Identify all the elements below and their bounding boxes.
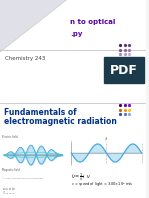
Text: $\tilde{\nu}=\frac{1}{\lambda};\;\nu$: $\tilde{\nu}=\frac{1}{\lambda};\;\nu$ [71,171,91,183]
Bar [104,57,143,83]
Text: PDF: PDF [110,64,138,76]
Text: $\Xi$ $\bullet\bullet\bullet$: $\Xi$ $\bullet\bullet\bullet$ [2,189,15,196]
Text: © 2006 Thomson Brooks-Shoemaker: © 2006 Thomson Brooks-Shoemaker [2,177,43,179]
Text: $c$ = speed of light = 3.00$\times$10$^{8}$ m/s: $c$ = speed of light = 3.00$\times$10$^{… [71,181,134,189]
Text: Fundamentals of: Fundamentals of [4,108,77,116]
Text: Chemistry 243: Chemistry 243 [5,55,45,61]
Text: Magnetic field: Magnetic field [2,168,20,172]
Text: n to optical: n to optical [70,19,116,25]
Polygon shape [0,0,66,52]
Text: $\lambda$: $\lambda$ [104,134,108,142]
Text: .py: .py [70,31,83,37]
Text: $\tilde{\nu}=\nu/c$: $\tilde{\nu}=\nu/c$ [2,185,16,191]
Text: Electric field: Electric field [2,135,18,139]
Text: electromagnetic radiation: electromagnetic radiation [4,116,117,126]
